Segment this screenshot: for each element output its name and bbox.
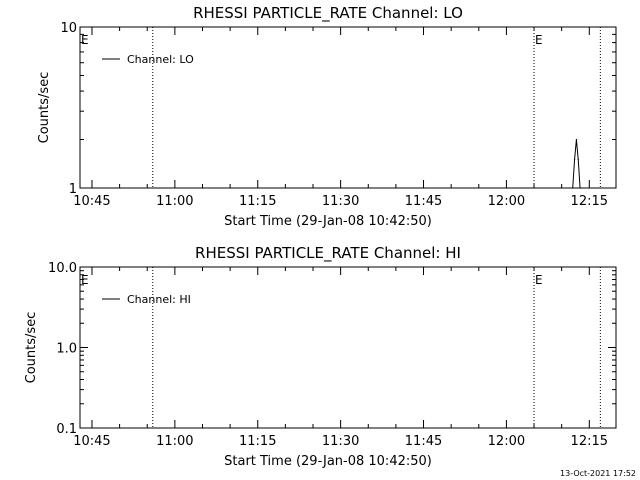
panel-1-x-tick-label: 11:30 (322, 194, 359, 209)
panel-1-legend-label: Channel: LO (127, 53, 194, 66)
panel-1-group: RHESSI PARTICLE_RATE Channel: LO Start Ti… (37, 4, 617, 229)
panel-2-x-tick-label: 11:00 (156, 434, 193, 449)
panel-1-data-point (579, 187, 581, 189)
panel-1-x-axis-label: Start Time (29-Jan-08 10:42:50) (224, 214, 432, 229)
panel-2-x-tick-label: 11:45 (405, 434, 442, 449)
panel-2-y-axis-label: Counts/sec (24, 312, 39, 384)
footer-timestamp: 13-Oct-2021 17:52 (560, 469, 636, 478)
panel-2-group: RHESSI PARTICLE_RATE Channel: HI Start Ti… (24, 244, 617, 469)
panel-1-data-point (575, 138, 577, 141)
panel-1-data-point (577, 159, 579, 161)
panel-1-x-tick-label: 11:00 (156, 194, 193, 209)
panel-1-x-tick-label: 10:45 (73, 194, 110, 209)
panel-1-flag-mark: E (81, 33, 89, 47)
panel-2-x-tick-label: 12:15 (571, 434, 608, 449)
panel-1-flag-mark: E (535, 33, 543, 47)
panel-2-x-tick-label: 11:30 (322, 434, 359, 449)
panel-2-x-tick-label: 11:15 (239, 434, 276, 449)
panel-2-x-axis-label: Start Time (29-Jan-08 10:42:50) (224, 454, 432, 469)
panel-1-x-tick-label: 12:15 (571, 194, 608, 209)
panel-2-flag-mark: E (535, 273, 543, 287)
panel-2-y-tick-label: 0.1 (56, 422, 77, 437)
panel-1-plot-frame (79, 26, 617, 189)
panel-2-legend-label: Channel: HI (127, 293, 191, 306)
panel-2-x-tick-label: 10:45 (73, 434, 110, 449)
panel-2-flag-mark: E (81, 273, 89, 287)
panel-1-data-point (573, 159, 576, 161)
panel-1-y-axis-label: Counts/sec (37, 72, 52, 144)
panel-1-chart-title: RHESSI PARTICLE_RATE Channel: LO (193, 4, 463, 23)
panel-1-data-point (572, 187, 574, 189)
panel-2-chart-title: RHESSI PARTICLE_RATE Channel: HI (195, 244, 461, 263)
panel-2-x-tick-label: 12:00 (488, 434, 525, 449)
panel-2-y-tick-label: 10.0 (48, 261, 77, 276)
panel-1-y-tick-label: 1 (69, 182, 77, 197)
panel-1-x-tick-label: 11:15 (239, 194, 276, 209)
panel-1-x-tick-label: 11:45 (405, 194, 442, 209)
panel-2-y-tick-label: 1.0 (56, 342, 77, 357)
panel-1-x-tick-label: 12:00 (488, 194, 525, 209)
panel-1-y-tick-label: 10 (60, 21, 77, 36)
